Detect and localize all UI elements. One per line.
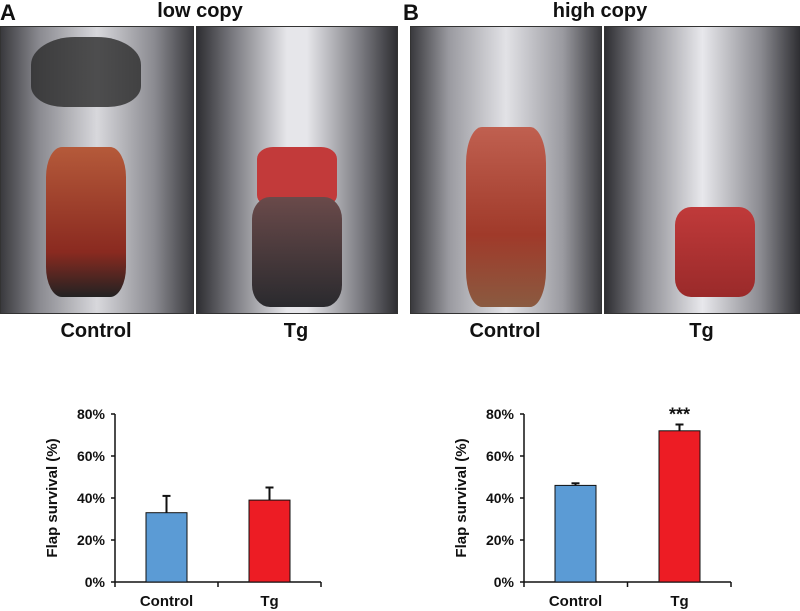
chart-a-bar-control bbox=[145, 512, 188, 583]
chart-b-y-label: Flap survival (%) bbox=[453, 438, 470, 557]
chart-b-x-tick-label: Control bbox=[549, 593, 602, 610]
photo-b-tg bbox=[604, 26, 800, 314]
photo-b-control bbox=[410, 26, 602, 314]
photo-label-b-tg: Tg bbox=[689, 320, 714, 342]
photo-label-a-control: Control bbox=[60, 320, 132, 342]
chart-b-x-tick-label: Tg bbox=[670, 593, 688, 610]
chart-a-y-tick-label: 40% bbox=[77, 490, 106, 506]
chart-b-y-tick-label: 60% bbox=[486, 448, 515, 464]
chart-a-y-label: Flap survival (%) bbox=[44, 438, 61, 557]
photo-a-tg bbox=[196, 26, 398, 314]
chart-a-x-tick-label: Tg bbox=[260, 593, 278, 610]
photo-label-a-tg: Tg bbox=[283, 320, 309, 342]
chart-a-y-tick-label: 60% bbox=[77, 448, 106, 464]
chart-a-y-tick-label: 0% bbox=[85, 574, 106, 590]
chart-b-significance: *** bbox=[669, 405, 690, 425]
chart-b-y-tick-label: 0% bbox=[494, 574, 515, 590]
chart-a-y-tick-label: 20% bbox=[77, 532, 106, 548]
photo-a-control bbox=[0, 26, 194, 314]
chart-b-bar-tg bbox=[658, 430, 701, 583]
chart-a-x-tick-label: Control bbox=[140, 593, 193, 610]
chart-a-y-tick-label: 80% bbox=[77, 406, 106, 422]
panel-b-title: high copy bbox=[552, 0, 648, 22]
chart-a-bar-tg bbox=[248, 499, 291, 583]
chart-b-bar-control bbox=[554, 484, 597, 583]
panel-a-title: low copy bbox=[157, 0, 243, 22]
chart-b-y-tick-label: 20% bbox=[486, 532, 515, 548]
chart-b-y-tick-label: 40% bbox=[486, 490, 515, 506]
chart-b-y-tick-label: 80% bbox=[486, 406, 515, 422]
panel-letter-a: A bbox=[0, 0, 16, 25]
photo-label-b-control: Control bbox=[469, 320, 541, 342]
panel-letter-b: B bbox=[403, 0, 419, 25]
